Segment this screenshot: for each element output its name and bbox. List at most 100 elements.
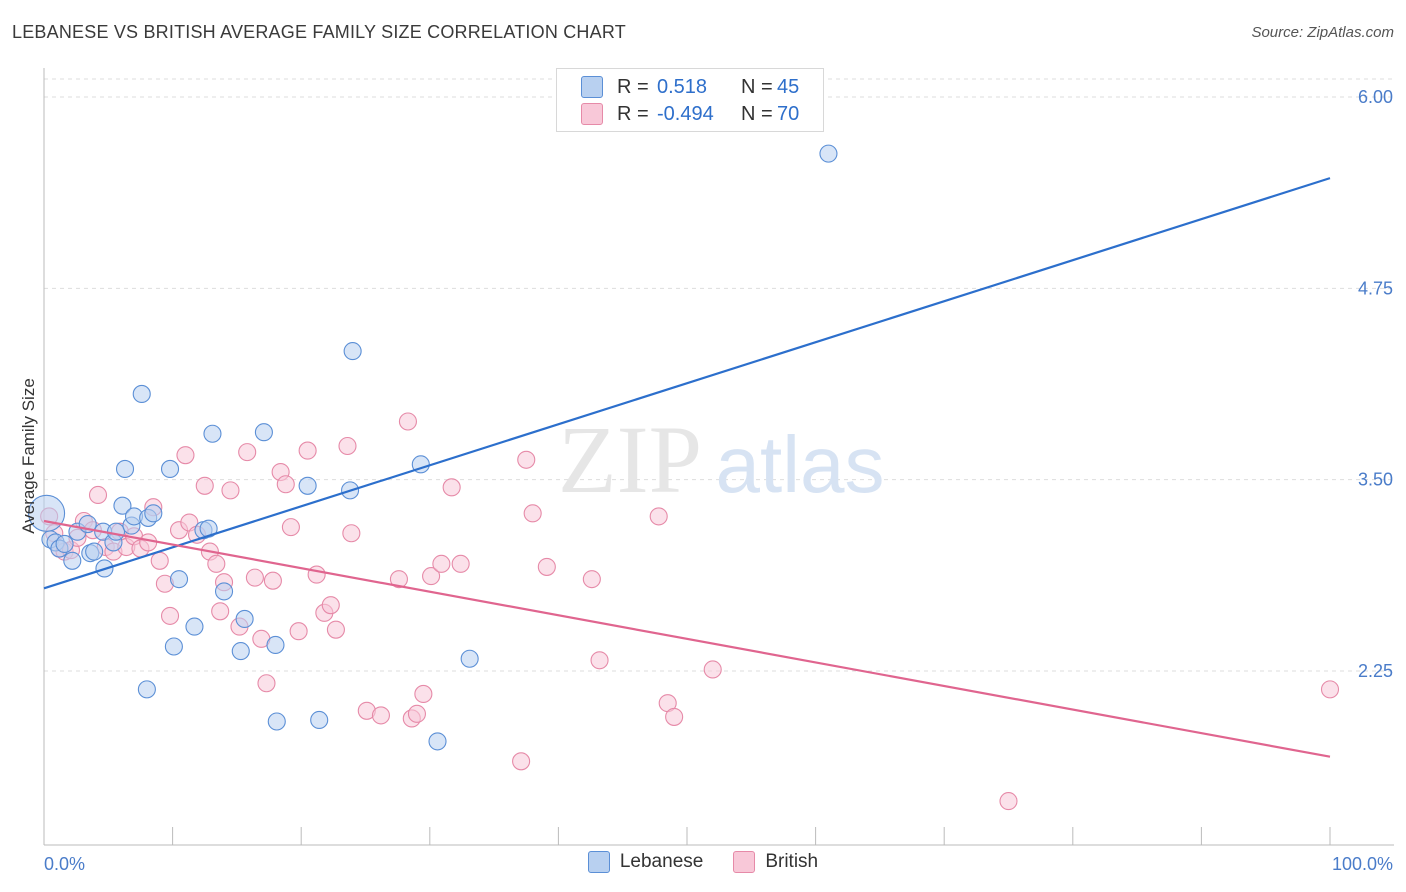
lebanese-point xyxy=(819,144,838,163)
british-point xyxy=(999,792,1018,811)
british-point xyxy=(160,606,180,625)
series-legend: Lebanese British xyxy=(0,851,1406,873)
legend-row-lebanese: R = 0.518 N = 45 xyxy=(581,75,799,99)
lebanese-point xyxy=(144,504,163,523)
y-tick-label-1: 3.50 xyxy=(1358,470,1393,490)
r-value-british: -0.494 xyxy=(657,102,714,125)
y-tick-labels: 2.25 3.50 4.75 6.00 xyxy=(1358,87,1393,681)
lebanese-point xyxy=(266,635,285,655)
british-point xyxy=(88,485,108,505)
british-point xyxy=(389,570,408,589)
british-point xyxy=(276,475,295,494)
y-axis-label: Average Family Size xyxy=(19,378,38,534)
axes xyxy=(43,68,1394,846)
legend-label-british: British xyxy=(765,851,819,872)
british-point xyxy=(590,651,609,670)
y-tick-label-2: 4.75 xyxy=(1358,278,1393,298)
british-point xyxy=(398,412,417,431)
british-point xyxy=(289,622,308,641)
watermark: ZIP atlas xyxy=(558,406,884,513)
british-point xyxy=(442,478,461,497)
r-label: R = xyxy=(617,102,649,125)
legend-item-lebanese[interactable]: Lebanese xyxy=(587,851,704,873)
british-point xyxy=(703,660,722,679)
watermark-atlas: atlas xyxy=(716,420,885,509)
british-point xyxy=(523,504,542,523)
british-point xyxy=(326,620,345,639)
british-point xyxy=(321,596,340,615)
lebanese-point xyxy=(113,496,132,515)
british-point xyxy=(342,524,361,543)
lebanese-point xyxy=(160,459,180,479)
british-point xyxy=(407,704,426,723)
lebanese-point xyxy=(203,424,222,443)
british-point xyxy=(263,571,282,590)
british-point xyxy=(176,446,195,465)
x-axis-ticks xyxy=(43,827,1331,845)
chart-title: LEBANESE VS BRITISH AVERAGE FAMILY SIZE … xyxy=(12,22,626,42)
source-label: Source: ZipAtlas.com xyxy=(1251,24,1394,41)
legend-item-british[interactable]: British xyxy=(733,851,818,873)
lebanese-point xyxy=(55,534,74,554)
y-tick-label-0: 2.25 xyxy=(1358,661,1393,681)
british-point xyxy=(207,554,226,573)
lebanese-point xyxy=(231,642,250,661)
british-point xyxy=(211,602,230,621)
lebanese-point xyxy=(132,384,151,403)
x-tick-label-100: 100.0% xyxy=(1332,854,1393,874)
lebanese-point xyxy=(428,732,447,751)
british-point xyxy=(517,450,536,469)
lebanese-point xyxy=(199,519,218,538)
british-point xyxy=(1320,680,1340,699)
british-trend-line xyxy=(43,519,1331,758)
lebanese-point xyxy=(169,570,189,589)
british-point xyxy=(665,707,684,726)
n-value-british: 70 xyxy=(777,102,800,125)
british-swatch xyxy=(581,103,603,125)
lebanese-trend-line xyxy=(43,177,1331,590)
british-point xyxy=(582,570,601,589)
lebanese-point xyxy=(254,423,273,442)
british-point xyxy=(338,436,357,456)
lebanese-point xyxy=(343,342,362,361)
lebanese-point xyxy=(460,649,479,668)
british-point xyxy=(257,674,276,693)
y-tick-label-3: 6.00 xyxy=(1358,87,1393,107)
lebanese-point xyxy=(214,582,234,601)
british-point xyxy=(245,568,264,587)
n-label: N = xyxy=(741,102,773,125)
british-point xyxy=(281,518,300,537)
lebanese-point xyxy=(137,680,156,699)
watermark-zip: ZIP xyxy=(558,406,702,513)
british-legend-swatch xyxy=(733,851,756,873)
british-point xyxy=(537,557,556,576)
n-label: N = xyxy=(741,75,773,98)
grid-lines xyxy=(44,78,1394,672)
lebanese-point xyxy=(85,542,104,561)
legend-label-lebanese: Lebanese xyxy=(619,851,704,872)
british-point xyxy=(432,554,451,573)
r-label: R = xyxy=(617,75,649,98)
lebanese-swatch xyxy=(581,76,603,98)
british-point xyxy=(139,533,158,552)
british-point xyxy=(238,443,257,462)
lebanese-point xyxy=(267,712,286,731)
n-value-lebanese: 45 xyxy=(777,75,800,98)
british-point xyxy=(221,481,240,500)
british-point xyxy=(422,567,441,586)
british-point xyxy=(371,706,390,725)
lebanese-point xyxy=(310,710,329,730)
r-value-lebanese: 0.518 xyxy=(657,75,708,98)
trend-lines xyxy=(43,177,1331,758)
british-point xyxy=(451,554,470,573)
lebanese-points xyxy=(28,83,838,751)
british-point xyxy=(150,551,169,570)
british-point xyxy=(414,684,433,704)
british-point xyxy=(298,441,317,460)
british-point xyxy=(512,752,531,771)
lebanese-legend-swatch xyxy=(587,851,610,873)
lebanese-point xyxy=(63,551,82,570)
lebanese-point xyxy=(298,476,317,495)
x-tick-label-0: 0.0% xyxy=(44,854,85,874)
